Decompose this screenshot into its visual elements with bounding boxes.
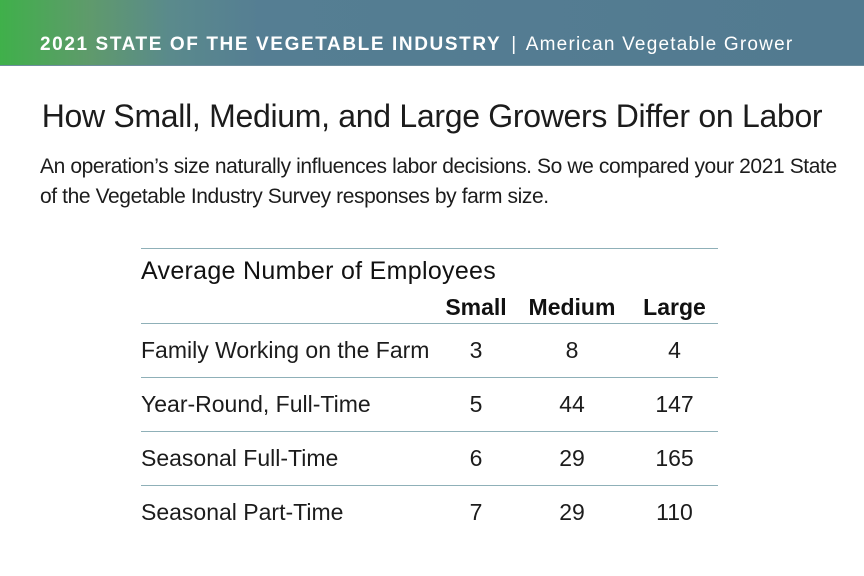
cell-small: 6	[469, 445, 483, 471]
banner-publication: American Vegetable Grower	[525, 34, 794, 55]
cell-medium: 29	[559, 499, 585, 525]
cell-large: 147	[655, 391, 694, 417]
intro-paragraph: An operation’s size naturally influences…	[40, 155, 837, 208]
row-label: Year-Round, Full-Time	[141, 391, 371, 417]
row-label: Seasonal Part-Time	[141, 499, 344, 525]
cell-large: 110	[656, 499, 693, 525]
cell-small: 7	[469, 499, 483, 525]
banner-title: 2021 STATE OF THE VEGETABLE INDUSTRY	[40, 34, 502, 55]
cell-medium: 44	[559, 391, 585, 417]
column-header-large: Large	[643, 293, 706, 320]
cell-small: 5	[469, 391, 483, 417]
cell-large: 4	[668, 337, 681, 363]
cell-large: 165	[655, 445, 694, 471]
table-row: Family Working on the Farm 3 8 4	[141, 324, 718, 378]
banner-separator: |	[511, 34, 518, 55]
column-header-medium: Medium	[528, 293, 616, 320]
page-headline: How Small, Medium, and Large Growers Dif…	[41, 98, 823, 134]
cell-small: 3	[469, 337, 483, 363]
row-label: Seasonal Full-Time	[141, 445, 339, 471]
column-header-small: Small	[445, 293, 507, 320]
employees-table: Average Number of Employees Small Medium…	[141, 248, 718, 539]
cell-medium: 8	[565, 337, 579, 363]
table-row: Seasonal Full-Time 6 29 165	[141, 432, 718, 486]
table-row: Year-Round, Full-Time 5 44 147	[141, 378, 718, 432]
table-title: Average Number of Employees	[141, 257, 497, 285]
table-row: Seasonal Part-Time 7 29 110	[141, 486, 718, 539]
table-header-row: Small Medium Large	[141, 291, 718, 324]
cell-medium: 29	[559, 445, 585, 471]
row-label: Family Working on the Farm	[141, 337, 430, 363]
header-banner: 2021 STATE OF THE VEGETABLE INDUSTRY | Ame…	[0, 0, 864, 66]
banner-text: 2021 STATE OF THE VEGETABLE INDUSTRY | Ame…	[40, 34, 793, 56]
